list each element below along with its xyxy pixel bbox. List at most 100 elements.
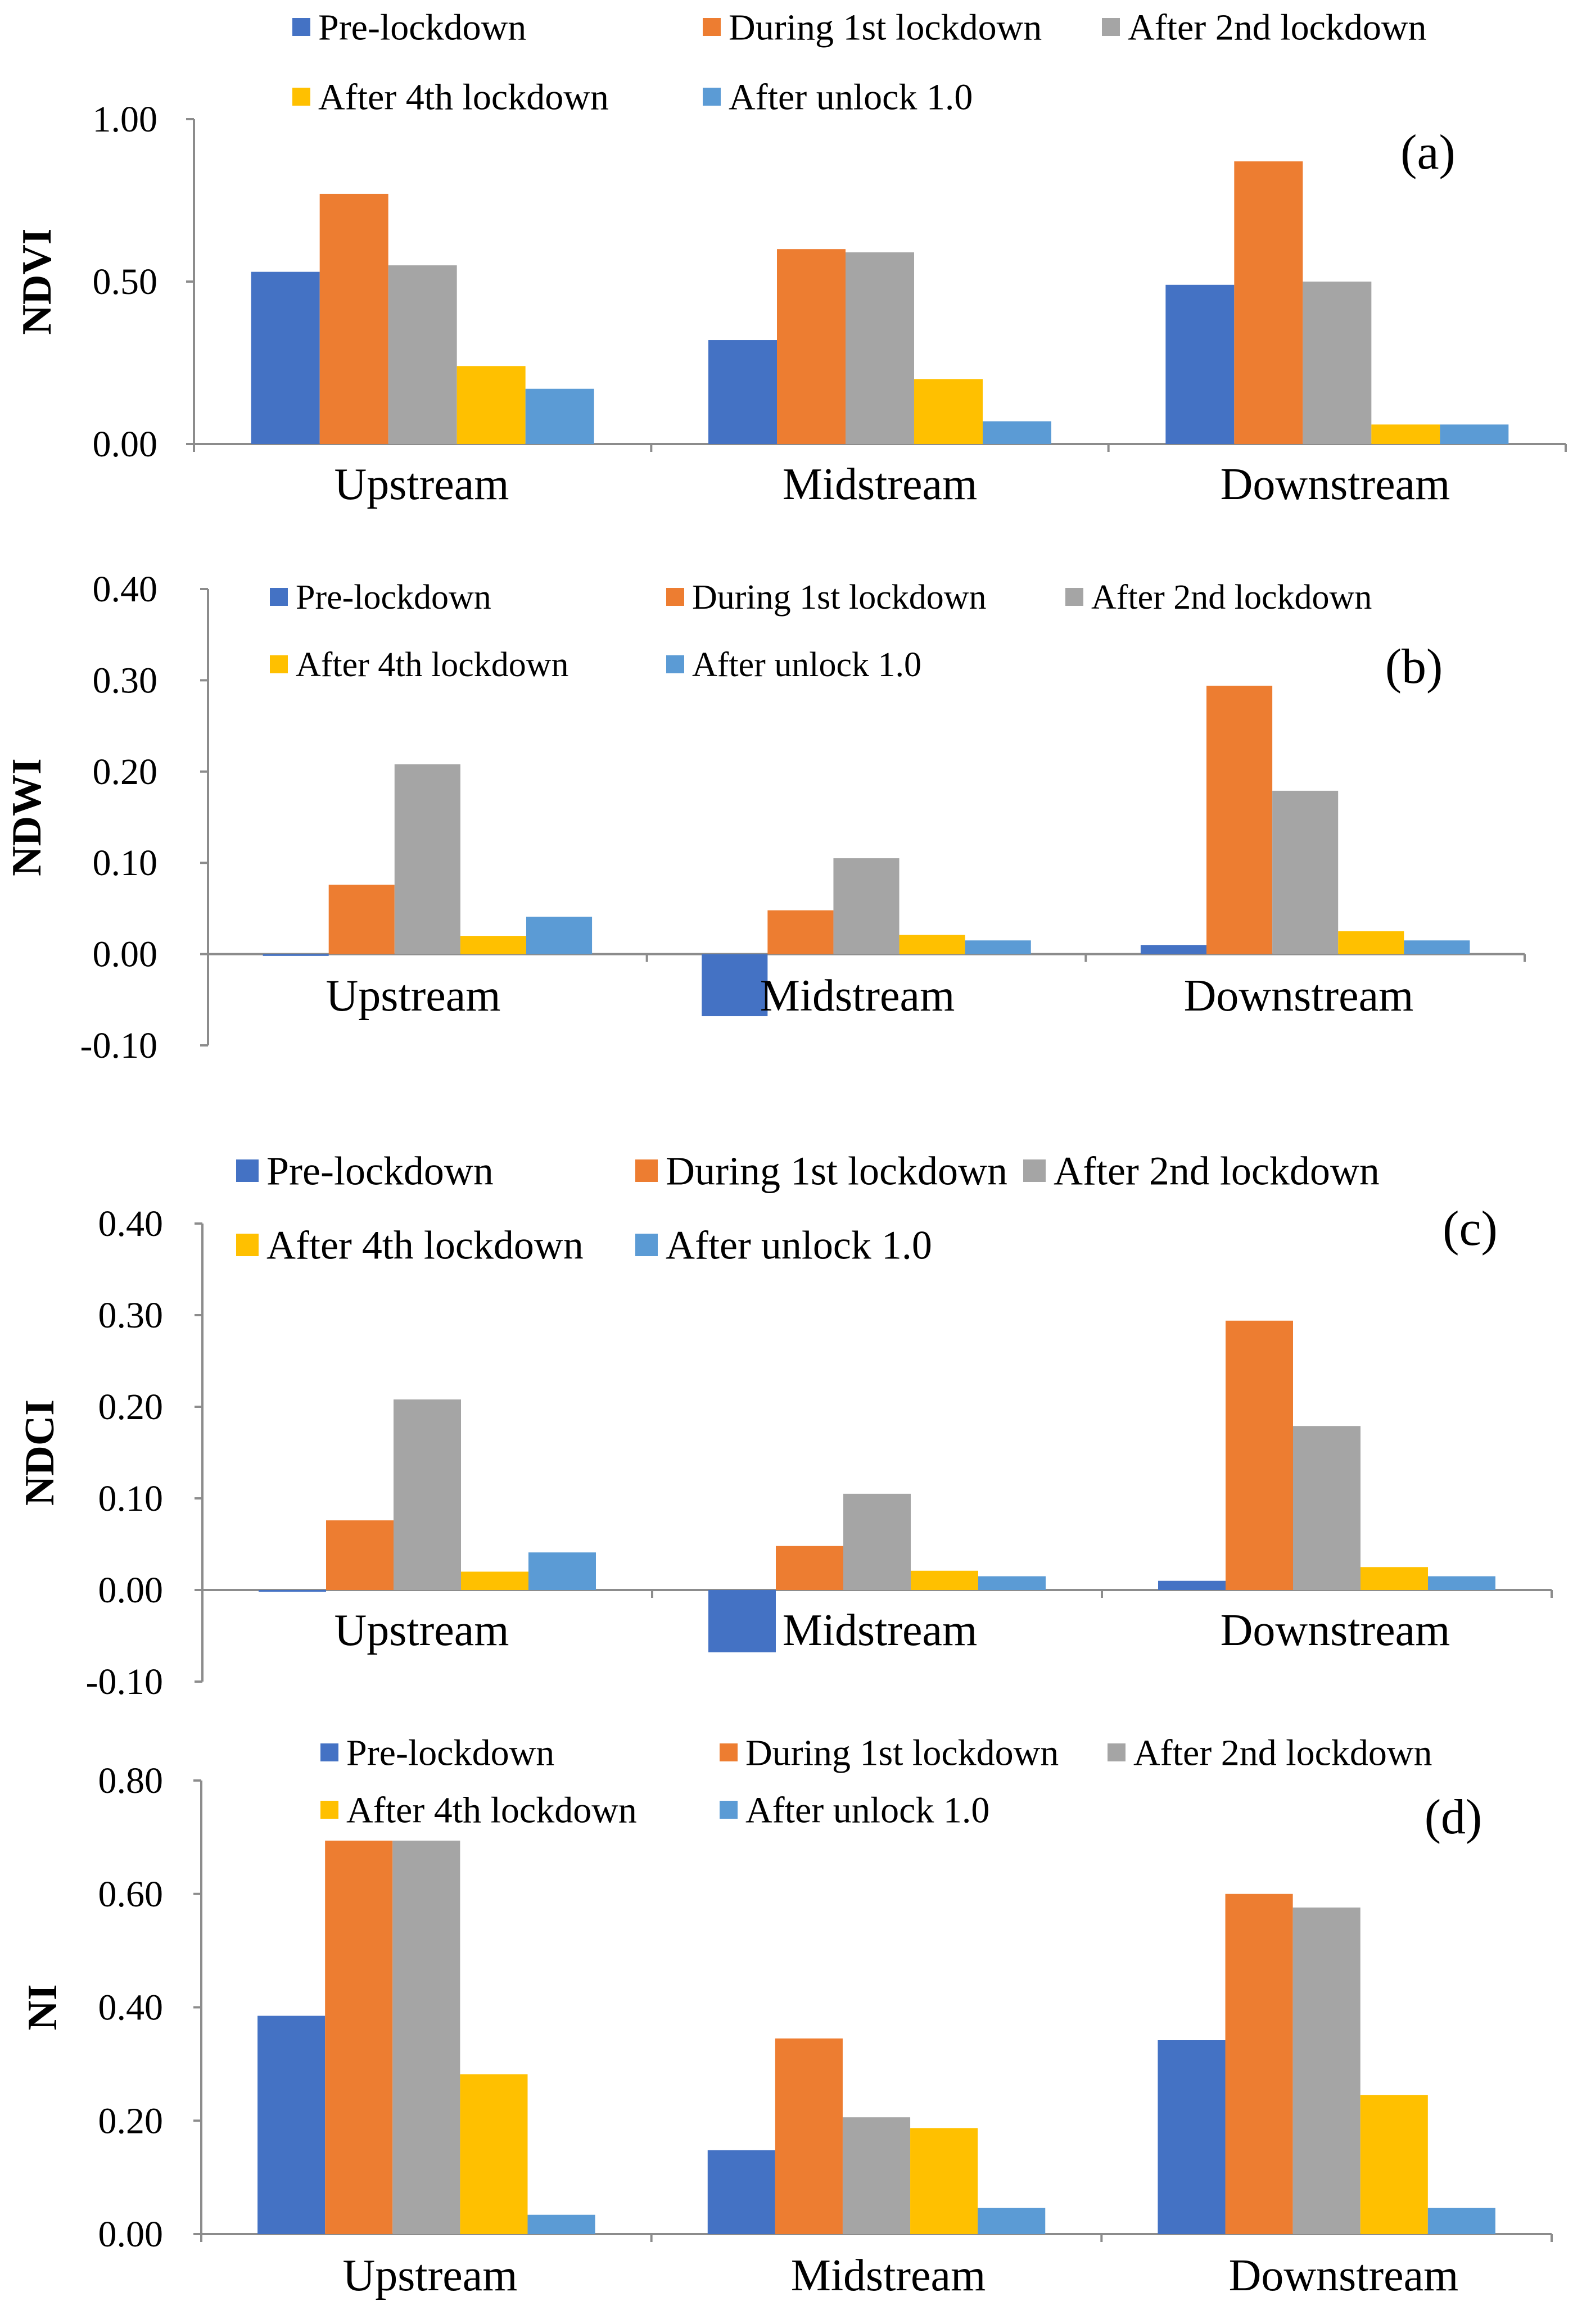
bar-after-2nd-lockdown-upstream xyxy=(388,265,457,444)
legend-label-pre-lockdown: Pre-lockdown xyxy=(318,7,526,48)
y-tick-label: 0.80 xyxy=(98,1760,164,1801)
legend-label-after-2nd-lockdown: After 2nd lockdown xyxy=(1091,578,1372,617)
panel-label: (b) xyxy=(1385,640,1443,694)
y-tick-label: 0.30 xyxy=(98,1295,164,1336)
legend-swatch-pre-lockdown xyxy=(320,1743,338,1761)
bar-pre-lockdown-midstream xyxy=(708,1590,776,1652)
bar-after-2nd-lockdown-downstream xyxy=(1292,1907,1361,2234)
legend-swatch-after-4th-lockdown xyxy=(270,655,288,673)
legend-swatch-after-4th-lockdown xyxy=(292,88,310,106)
bar-after-4th-lockdown-upstream xyxy=(461,1571,528,1590)
y-tick-label: 0.50 xyxy=(93,261,158,302)
y-axis-title: NI xyxy=(20,1984,66,2030)
bar-after-unlock-1-0-downstream xyxy=(1404,940,1470,954)
bar-after-4th-lockdown-downstream xyxy=(1371,424,1440,444)
legend-label-after-2nd-lockdown: After 2nd lockdown xyxy=(1133,1732,1432,1773)
category-label-midstream: Midstream xyxy=(791,2251,986,2300)
bar-after-4th-lockdown-upstream xyxy=(460,936,526,954)
bar-after-4th-lockdown-downstream xyxy=(1360,2095,1428,2234)
bar-after-4th-lockdown-midstream xyxy=(910,2128,978,2234)
category-label-downstream: Downstream xyxy=(1229,2251,1459,2300)
bar-pre-lockdown-downstream xyxy=(1158,1580,1226,1590)
panel-a: 0.00 0.50 1.00 Upstream Midstream Downstream N… xyxy=(14,7,1567,509)
category-label-upstream: Upstream xyxy=(334,460,509,509)
y-tick-label: 1.00 xyxy=(93,99,158,140)
legend-swatch-during-1st-lockdown xyxy=(703,18,721,36)
bar-after-2nd-lockdown-midstream xyxy=(833,858,900,954)
legend-label-after-2nd-lockdown: After 2nd lockdown xyxy=(1054,1148,1380,1193)
y-tick-label: 0.20 xyxy=(98,1387,164,1428)
y-tick-label: 0.40 xyxy=(98,1987,164,2028)
legend-label-after-4th-lockdown: After 4th lockdown xyxy=(296,646,569,684)
y-tick-label: 0.00 xyxy=(93,424,158,465)
legend-label-after-4th-lockdown: After 4th lockdown xyxy=(318,76,609,117)
y-tick-label: 0.20 xyxy=(93,751,158,792)
y-axis-title: NDVI xyxy=(14,228,60,334)
bar-after-unlock-1-0-downstream xyxy=(1440,424,1509,444)
bar-after-2nd-lockdown-downstream xyxy=(1272,790,1339,954)
bar-after-2nd-lockdown-upstream xyxy=(392,1840,460,2234)
bar-after-unlock-1-0-upstream xyxy=(526,917,593,954)
y-tick-label: 0.30 xyxy=(93,660,158,701)
bar-during-1st-lockdown-midstream xyxy=(777,249,846,444)
panel-label: (d) xyxy=(1425,1790,1482,1845)
legend-swatch-during-1st-lockdown xyxy=(635,1159,658,1182)
legend-label-after-4th-lockdown: After 4th lockdown xyxy=(266,1222,584,1267)
legend-label-after-unlock-1-0: After unlock 1.0 xyxy=(745,1790,989,1831)
bar-during-1st-lockdown-upstream xyxy=(325,1840,393,2234)
bar-after-4th-lockdown-upstream xyxy=(460,2074,528,2234)
legend: Pre-lockdown During 1st lockdown After 2nd… xyxy=(292,7,1427,117)
bar-after-2nd-lockdown-upstream xyxy=(394,1399,461,1590)
legend-swatch-during-1st-lockdown xyxy=(720,1743,738,1761)
bar-after-unlock-1-0-upstream xyxy=(525,388,594,444)
bar-during-1st-lockdown-midstream xyxy=(775,2038,843,2234)
bar-after-2nd-lockdown-midstream xyxy=(846,252,914,444)
bar-pre-lockdown-upstream xyxy=(259,1590,326,1592)
bar-pre-lockdown-downstream xyxy=(1140,945,1207,954)
y-tick-label: 0.10 xyxy=(98,1478,164,1519)
bar-during-1st-lockdown-downstream xyxy=(1206,686,1273,954)
bar-after-unlock-1-0-upstream xyxy=(528,1552,596,1590)
y-tick-label: 0.00 xyxy=(98,1570,164,1611)
panel-b: -0.10 0.00 0.10 0.20 0.30 0.40 Upstream Midstre… xyxy=(4,569,1526,1066)
bar-during-1st-lockdown-downstream xyxy=(1225,1893,1293,2234)
legend-label-during-1st-lockdown: During 1st lockdown xyxy=(745,1732,1059,1773)
y-tick-label: -0.10 xyxy=(86,1661,163,1702)
y-tick-label: 0.10 xyxy=(93,842,158,884)
legend-swatch-pre-lockdown xyxy=(236,1159,259,1182)
legend-label-after-4th-lockdown: After 4th lockdown xyxy=(346,1790,637,1831)
bar-pre-lockdown-downstream xyxy=(1158,2040,1226,2234)
category-label-downstream: Downstream xyxy=(1184,971,1414,1021)
category-label-upstream: Upstream xyxy=(334,1606,509,1655)
legend: Pre-lockdown During 1st lockdown After 2nd… xyxy=(320,1732,1432,1831)
y-tick-label: 0.00 xyxy=(98,2214,164,2255)
legend-swatch-after-unlock-1-0 xyxy=(666,655,684,673)
bar-after-4th-lockdown-midstream xyxy=(899,935,965,954)
bar-after-unlock-1-0-midstream xyxy=(978,1576,1046,1590)
legend: Pre-lockdown During 1st lockdown After 2nd… xyxy=(270,578,1372,684)
y-tick-label: 0.40 xyxy=(93,569,158,610)
legend-label-after-unlock-1-0: After unlock 1.0 xyxy=(666,1222,932,1267)
bar-after-2nd-lockdown-midstream xyxy=(843,1493,911,1590)
legend-swatch-after-2nd-lockdown xyxy=(1023,1159,1046,1182)
bar-after-unlock-1-0-midstream xyxy=(965,940,1031,954)
bar-after-4th-lockdown-upstream xyxy=(456,366,526,444)
y-tick-label: 0.00 xyxy=(93,934,158,975)
bar-during-1st-lockdown-downstream xyxy=(1226,1320,1293,1590)
legend-swatch-pre-lockdown xyxy=(292,18,310,36)
legend-swatch-after-2nd-lockdown xyxy=(1065,588,1083,606)
bar-after-unlock-1-0-downstream xyxy=(1427,2208,1495,2234)
category-label-downstream: Downstream xyxy=(1221,460,1450,509)
bar-during-1st-lockdown-midstream xyxy=(776,1546,843,1590)
legend-swatch-after-unlock-1-0 xyxy=(703,88,721,106)
bar-after-4th-lockdown-downstream xyxy=(1361,1567,1428,1590)
category-label-upstream: Upstream xyxy=(342,2251,517,2300)
legend-label-after-2nd-lockdown: After 2nd lockdown xyxy=(1128,7,1427,48)
legend-swatch-after-unlock-1-0 xyxy=(635,1234,658,1256)
legend-label-during-1st-lockdown: During 1st lockdown xyxy=(729,7,1042,48)
bar-pre-lockdown-upstream xyxy=(263,954,329,956)
bar-pre-lockdown-upstream xyxy=(251,271,320,444)
bar-pre-lockdown-midstream xyxy=(708,340,777,444)
bar-during-1st-lockdown-midstream xyxy=(767,910,834,954)
